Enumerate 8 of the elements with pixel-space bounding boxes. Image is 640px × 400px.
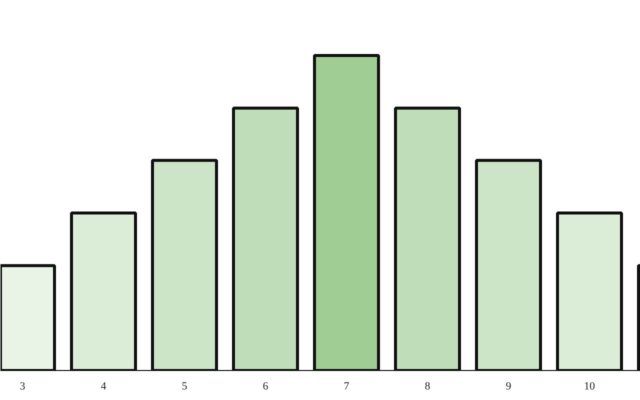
x-tick-label: 3 — [20, 380, 26, 392]
x-tick-label: 8 — [424, 380, 431, 392]
x-tick-label: 5 — [182, 380, 188, 392]
x-tick-label: 10 — [584, 380, 596, 392]
x-tick-label: 6 — [262, 380, 269, 392]
x-tick-label: 7 — [344, 380, 350, 392]
x-tick-label: 4 — [100, 380, 107, 392]
x-tick-label: 9 — [506, 380, 512, 392]
